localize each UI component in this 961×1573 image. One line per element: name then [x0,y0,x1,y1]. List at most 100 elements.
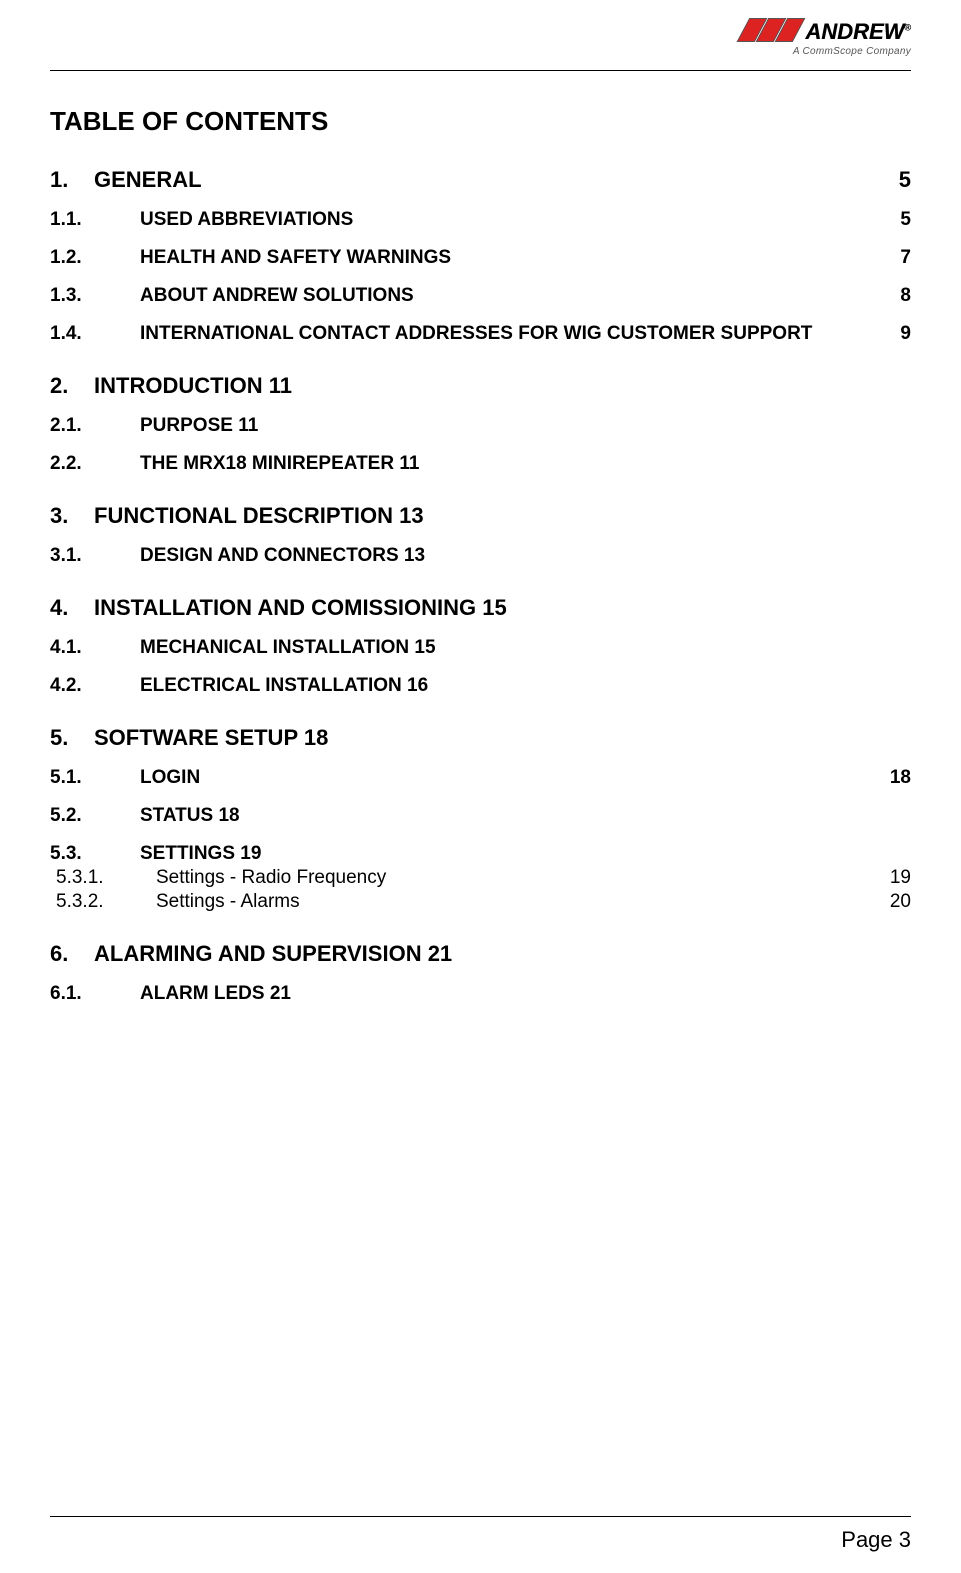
toc-entry-label: 6.1.ALARM LEDS 21 [50,983,291,1005]
toc-entry-number: 5.1. [50,767,140,789]
toc-entry-page: 9 [900,323,911,345]
toc-entry: 4.2.ELECTRICAL INSTALLATION 16 [50,675,911,697]
toc-entry-title: DESIGN AND CONNECTORS 13 [140,545,425,566]
toc-entry-number: 5.3. [50,843,140,865]
toc-entry-number: 4.1. [50,637,140,659]
toc-entry-label: 1.2.HEALTH AND SAFETY WARNINGS [50,247,451,269]
toc-entry: 5.3.1.Settings - Radio Frequency 19 [50,867,911,889]
toc-entry-title: USED ABBREVIATIONS [140,209,353,230]
toc-entry: 3.FUNCTIONAL DESCRIPTION 13 [50,503,911,529]
toc-entry-label: 6.ALARMING AND SUPERVISION 21 [50,941,452,967]
toc-entry: 2.2.THE MRX18 MINIREPEATER 11 [50,453,911,475]
toc-entry-number: 2.2. [50,453,140,475]
toc-entry-title: PURPOSE 11 [140,415,258,436]
page-header: ANDREW® A CommScope Company [50,10,911,71]
toc-entry-page: 7 [900,247,911,269]
toc-entry-number: 5.3.1. [50,867,156,889]
toc-entry: 3.1.DESIGN AND CONNECTORS 13 [50,545,911,567]
toc-entry-title: ABOUT ANDREW SOLUTIONS [140,285,414,306]
toc-entry-label: 5.SOFTWARE SETUP 18 [50,725,328,751]
toc-entry-title: ALARM LEDS 21 [140,983,291,1004]
toc-entry: 5.1.LOGIN 18 [50,767,911,789]
toc-entry-number: 6. [50,941,94,967]
toc-entry: 6.1.ALARM LEDS 21 [50,983,911,1005]
toc-entry-label: 4.1.MECHANICAL INSTALLATION 15 [50,637,436,659]
toc-entry-label: 1.4.INTERNATIONAL CONTACT ADDRESSES FOR … [50,323,812,345]
toc-entry-title: ALARMING AND SUPERVISION 21 [94,941,452,966]
toc-entry: 5.3.2.Settings - Alarms 20 [50,891,911,913]
toc-entry: 5.2.STATUS 18 [50,805,911,827]
toc-entry: 4.1.MECHANICAL INSTALLATION 15 [50,637,911,659]
document-page: ANDREW® A CommScope Company TABLE OF CON… [0,0,961,1573]
toc-entry-title: Settings - Radio Frequency [156,867,386,888]
toc-entry-label: 4.INSTALLATION AND COMISSIONING 15 [50,595,507,621]
toc-entry-title: ELECTRICAL INSTALLATION 16 [140,675,428,696]
logo-subtitle: A CommScope Company [793,46,911,57]
toc-entry-title: LOGIN [140,767,200,788]
toc-entry-title: GENERAL [94,167,202,192]
toc-entry-label: 1.GENERAL [50,167,202,193]
toc-entry-title: HEALTH AND SAFETY WARNINGS [140,247,451,268]
page-footer: Page 3 [50,1516,911,1553]
toc-entry-title: THE MRX18 MINIREPEATER 11 [140,453,419,474]
toc-entry-page: 5 [899,167,911,193]
toc-entry: 1.3.ABOUT ANDREW SOLUTIONS 8 [50,285,911,307]
toc-entry-number: 6.1. [50,983,140,1005]
toc-entry-label: 5.3.SETTINGS 19 [50,843,261,865]
toc-entry: 5.3.SETTINGS 19 [50,843,911,865]
toc-entry-label: 2.1.PURPOSE 11 [50,415,258,437]
toc-entry-number: 5.2. [50,805,140,827]
toc-title: TABLE OF CONTENTS [50,106,911,137]
toc-entry-page: 18 [890,767,911,789]
toc-entry-number: 5.3.2. [50,891,156,913]
toc-entry-number: 4.2. [50,675,140,697]
toc-entry-label: 3.1.DESIGN AND CONNECTORS 13 [50,545,425,567]
toc-entry-title: INSTALLATION AND COMISSIONING 15 [94,595,507,620]
toc-entry-number: 1.2. [50,247,140,269]
toc-entry-number: 3.1. [50,545,140,567]
page-content: TABLE OF CONTENTS 1.GENERAL 5 1.1.USED ABB… [50,71,911,1005]
toc-entry-number: 1.3. [50,285,140,307]
toc-entry: 2.1.PURPOSE 11 [50,415,911,437]
toc-entry-label: 5.1.LOGIN [50,767,200,789]
toc-entry-label: 3.FUNCTIONAL DESCRIPTION 13 [50,503,424,529]
toc-list: 1.GENERAL51.1.USED ABBREVIATIONS51.2.HEA… [50,167,911,1005]
toc-entry-label: 2.2.THE MRX18 MINIREPEATER 11 [50,453,419,475]
toc-entry-title: INTRODUCTION 11 [94,373,292,398]
toc-entry-label: 1.1.USED ABBREVIATIONS [50,209,353,231]
logo-slashes-icon [743,18,799,42]
toc-entry-title: MECHANICAL INSTALLATION 15 [140,637,436,658]
toc-entry: 5.SOFTWARE SETUP 18 [50,725,911,751]
toc-entry-number: 4. [50,595,94,621]
toc-entry: 1.1.USED ABBREVIATIONS5 [50,209,911,231]
logo-brand-name: ANDREW [805,19,904,44]
toc-entry-page: 19 [890,867,911,889]
toc-entry-title: SETTINGS 19 [140,843,261,864]
toc-entry-number: 2.1. [50,415,140,437]
toc-entry-page: 8 [900,285,911,307]
toc-entry-label: 5.3.2.Settings - Alarms [50,891,300,913]
toc-entry-number: 3. [50,503,94,529]
toc-entry-title: STATUS 18 [140,805,240,826]
toc-entry: 4.INSTALLATION AND COMISSIONING 15 [50,595,911,621]
toc-entry-title: SOFTWARE SETUP 18 [94,725,328,750]
page-number: Page 3 [841,1527,911,1552]
logo-brand-text: ANDREW® [805,19,911,45]
toc-entry-label: 5.2.STATUS 18 [50,805,240,827]
toc-entry: 1.2.HEALTH AND SAFETY WARNINGS 7 [50,247,911,269]
toc-entry-number: 1.1. [50,209,140,231]
toc-entry-label: 1.3.ABOUT ANDREW SOLUTIONS [50,285,414,307]
toc-entry-title: Settings - Alarms [156,891,300,912]
toc-entry-number: 5. [50,725,94,751]
toc-entry-number: 1. [50,167,94,193]
toc-entry: 1.4.INTERNATIONAL CONTACT ADDRESSES FOR … [50,323,911,345]
brand-logo: ANDREW® A CommScope Company [741,10,911,65]
toc-entry-page: 20 [890,891,911,913]
logo-registered-mark: ® [904,22,911,32]
toc-entry: 6.ALARMING AND SUPERVISION 21 [50,941,911,967]
toc-entry-label: 5.3.1.Settings - Radio Frequency [50,867,386,889]
toc-entry-number: 1.4. [50,323,140,345]
toc-entry-title: INTERNATIONAL CONTACT ADDRESSES FOR WIG … [140,323,812,344]
logo-top-row: ANDREW® [743,19,911,45]
toc-entry-number: 2. [50,373,94,399]
